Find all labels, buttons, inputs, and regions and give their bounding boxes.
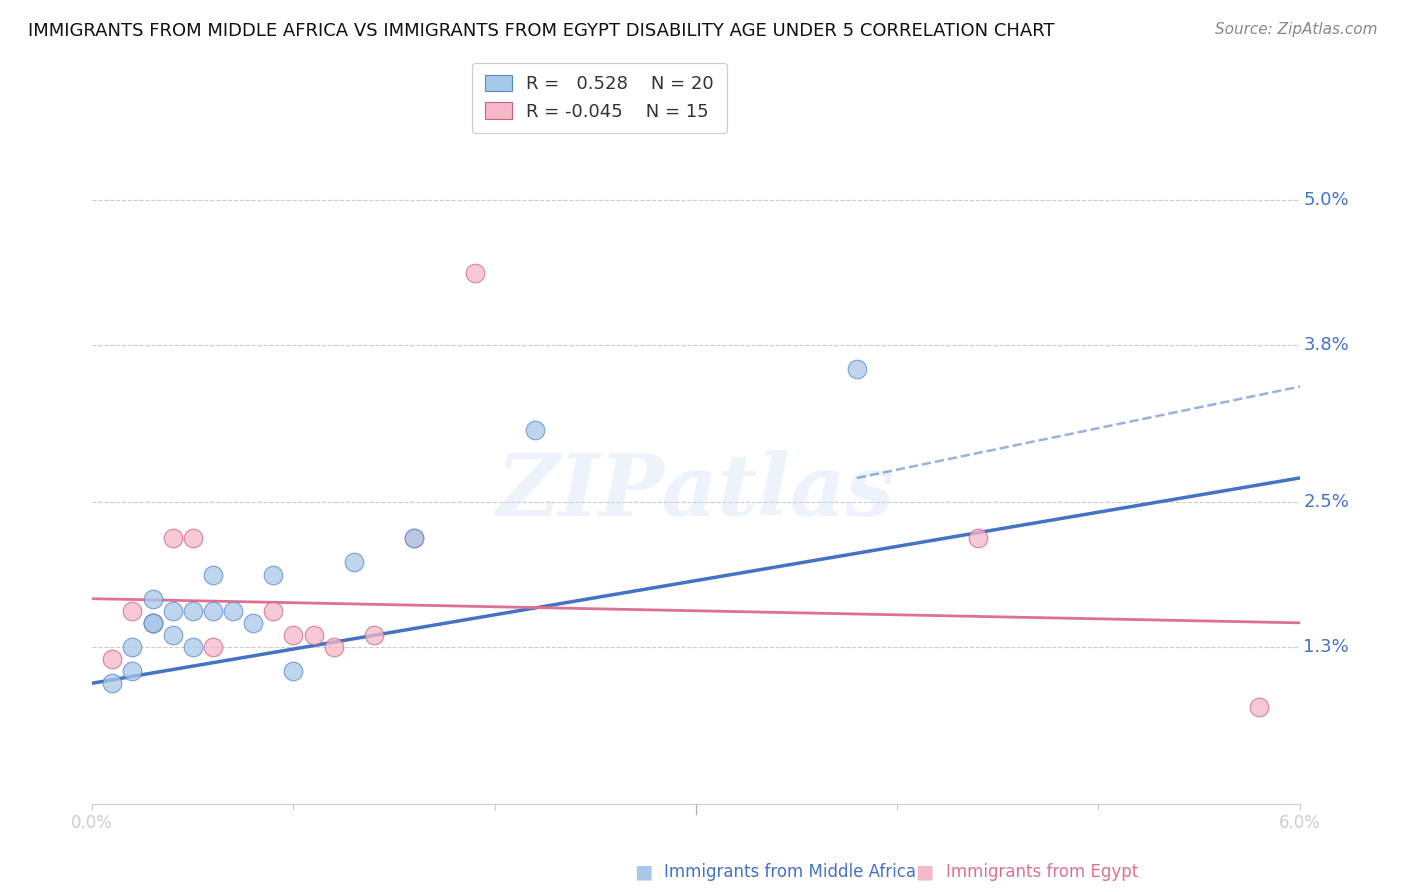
Legend: R =   0.528    N = 20, R = -0.045    N = 15: R = 0.528 N = 20, R = -0.045 N = 15	[472, 62, 727, 134]
Text: ■: ■	[634, 863, 652, 882]
Text: 5.0%: 5.0%	[1303, 191, 1348, 210]
Text: IMMIGRANTS FROM MIDDLE AFRICA VS IMMIGRANTS FROM EGYPT DISABILITY AGE UNDER 5 CO: IMMIGRANTS FROM MIDDLE AFRICA VS IMMIGRA…	[28, 22, 1054, 40]
Text: Immigrants from Middle Africa: Immigrants from Middle Africa	[664, 863, 917, 881]
Point	[121, 604, 143, 618]
Point	[201, 567, 224, 582]
Point	[523, 423, 546, 437]
Text: Immigrants from Egypt: Immigrants from Egypt	[945, 863, 1137, 881]
Point	[181, 532, 204, 546]
Point	[181, 640, 204, 654]
Point	[162, 628, 184, 642]
Point	[162, 604, 184, 618]
Text: 2.5%: 2.5%	[1303, 493, 1350, 511]
Point	[142, 615, 165, 630]
Text: 3.8%: 3.8%	[1303, 336, 1348, 354]
Point	[142, 615, 165, 630]
Point	[966, 532, 988, 546]
Point	[142, 591, 165, 606]
Point	[121, 640, 143, 654]
Point	[404, 532, 426, 546]
Point	[201, 640, 224, 654]
Point	[1249, 700, 1271, 714]
Point	[201, 604, 224, 618]
Point	[322, 640, 344, 654]
Text: 1.3%: 1.3%	[1303, 638, 1348, 656]
Point	[142, 615, 165, 630]
Point	[101, 676, 124, 690]
Point	[101, 652, 124, 666]
Point	[162, 532, 184, 546]
Point	[343, 556, 366, 570]
Point	[404, 532, 426, 546]
Text: ZIPatlas: ZIPatlas	[496, 450, 896, 533]
Point	[283, 664, 305, 678]
Point	[121, 664, 143, 678]
Point	[242, 615, 264, 630]
Point	[845, 362, 868, 376]
Point	[464, 266, 486, 280]
Point	[181, 604, 204, 618]
Point	[363, 628, 385, 642]
Point	[302, 628, 325, 642]
Point	[222, 604, 245, 618]
Point	[262, 604, 284, 618]
Text: Source: ZipAtlas.com: Source: ZipAtlas.com	[1215, 22, 1378, 37]
Point	[283, 628, 305, 642]
Text: ■: ■	[915, 863, 934, 882]
Point	[262, 567, 284, 582]
